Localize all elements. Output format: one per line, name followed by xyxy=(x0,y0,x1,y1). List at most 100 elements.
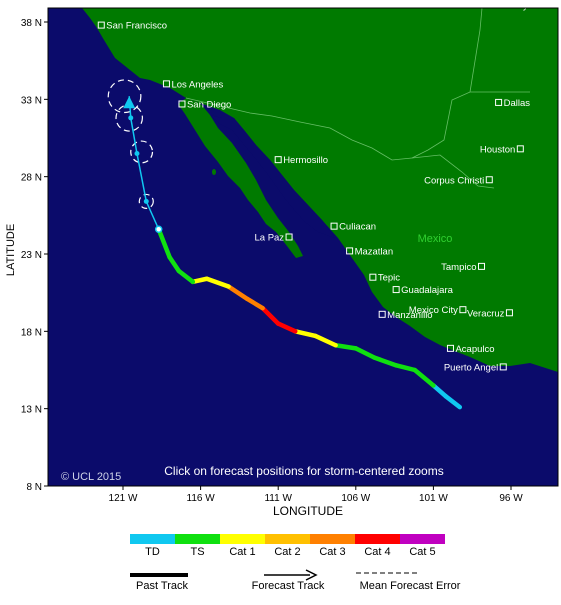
past-track-segment xyxy=(204,276,231,289)
y-tick-label: 33 N xyxy=(21,95,42,106)
city-marker xyxy=(495,98,503,106)
city-marker xyxy=(330,222,338,230)
city-marker xyxy=(346,247,354,255)
city-label: Culiacan xyxy=(339,222,376,233)
y-tick-label: 28 N xyxy=(21,173,42,184)
forecast-arrowhead-icon xyxy=(123,96,136,109)
past-track-segment xyxy=(372,355,399,368)
forecast-position[interactable] xyxy=(128,115,134,121)
category-label: TD xyxy=(145,546,160,558)
city-marker xyxy=(505,309,513,317)
category-label: Cat 1 xyxy=(229,546,255,558)
city-label: Kansas City xyxy=(477,0,528,11)
mainland xyxy=(82,8,558,372)
baja-california xyxy=(178,98,303,258)
past-track-segment xyxy=(443,394,463,410)
category-legend: TD TS Cat 1 Cat 2 Cat 3 Cat 4 Cat 5 xyxy=(130,534,445,558)
city-label: Guadalajara xyxy=(401,285,453,296)
island-tiburon xyxy=(220,149,226,165)
city-label: Veracruz xyxy=(467,308,505,319)
past-track-segment xyxy=(393,363,418,373)
city-label: Mexico City xyxy=(409,305,458,316)
past-track-segment xyxy=(156,227,172,260)
city-label: Puerto Angel xyxy=(444,362,498,373)
city-label: Tampico xyxy=(441,262,476,273)
city-label: Tepic xyxy=(378,273,400,284)
city-label: Los Angeles xyxy=(171,79,223,90)
x-tick-label: 106 W xyxy=(341,493,370,504)
x-tick-label: 111 W xyxy=(264,493,292,504)
city-marker xyxy=(162,80,170,88)
city-marker xyxy=(285,233,293,241)
past-track-segment xyxy=(190,276,210,285)
city-marker xyxy=(274,156,282,164)
past-track-label: Past Track xyxy=(136,580,188,592)
city-label: Hermosillo xyxy=(283,155,328,166)
city-label: Manzanillo xyxy=(387,310,432,321)
city-label: Corpus Christi xyxy=(424,175,484,186)
past-track-segment xyxy=(431,383,449,399)
city-label: Mazatlan xyxy=(355,246,394,257)
category-label: TS xyxy=(190,546,204,558)
past-track-segment xyxy=(275,321,298,334)
past-track-segment xyxy=(167,254,182,274)
category-swatch xyxy=(130,534,175,544)
forecast-track-label: Forecast Track xyxy=(252,580,325,592)
city-marker xyxy=(97,21,105,29)
y-tick-label: 23 N xyxy=(21,250,42,261)
y-tick-label: 8 N xyxy=(26,482,42,493)
city-label: Houston xyxy=(480,144,515,155)
y-axis-label: LATITUDE xyxy=(5,224,17,276)
forecast-error-circle[interactable] xyxy=(130,140,154,164)
past-track-segment xyxy=(333,343,359,351)
city-label: Acapulco xyxy=(455,344,494,355)
mean-error-label: Mean Forecast Error xyxy=(360,580,461,592)
category-swatch xyxy=(220,534,265,544)
x-tick-label: 101 W xyxy=(419,493,448,504)
category-swatch xyxy=(310,534,355,544)
y-axis: 38 N 33 N 28 N 23 N 18 N 13 N 8 N xyxy=(21,18,48,493)
x-tick-label: 116 W xyxy=(187,493,216,504)
past-track-segment xyxy=(260,305,281,326)
category-label: Cat 3 xyxy=(319,546,345,558)
city-label: San Diego xyxy=(187,99,231,110)
x-tick-label: 96 W xyxy=(499,493,523,504)
plot-frame xyxy=(47,7,559,487)
instruction-text: Click on forecast positions for storm-ce… xyxy=(164,464,443,478)
city-marker xyxy=(478,262,486,270)
city-marker xyxy=(529,8,537,9)
forecast-position[interactable] xyxy=(134,150,140,156)
gulf-of-california xyxy=(210,115,335,238)
track-legend: Past Track Forecast Track Mean Forecast … xyxy=(130,569,461,592)
city-marker xyxy=(516,145,524,153)
forecast-error-circle[interactable] xyxy=(138,193,154,209)
city-marker xyxy=(499,363,507,371)
country-label: Mexico xyxy=(418,233,453,245)
city-marker xyxy=(446,344,454,352)
city-marker xyxy=(485,176,493,184)
city-marker xyxy=(178,100,186,108)
past-track-segment xyxy=(244,296,265,311)
forecast-arrow-icon xyxy=(305,569,318,581)
forecast-position[interactable] xyxy=(143,198,149,204)
category-swatch xyxy=(355,534,400,544)
category-label: Cat 5 xyxy=(409,546,435,558)
current-position-marker[interactable] xyxy=(154,225,163,234)
past-track-segment xyxy=(353,346,377,360)
forecast-error-circle[interactable] xyxy=(107,79,142,114)
x-axis: 121 W 116 W 111 W 106 W 101 W 96 W xyxy=(109,486,523,504)
city-marker xyxy=(459,306,467,314)
city-label: San Francisco xyxy=(106,21,167,32)
city-marker xyxy=(392,286,400,294)
category-label: Cat 4 xyxy=(364,546,390,558)
x-tick-label: 121 W xyxy=(109,493,138,504)
category-label: Cat 2 xyxy=(274,546,300,558)
y-tick-label: 38 N xyxy=(21,18,42,29)
borders xyxy=(185,8,530,189)
y-tick-label: 13 N xyxy=(21,405,42,416)
copyright-text: © UCL 2015 xyxy=(61,471,121,483)
x-axis-label: LONGITUDE xyxy=(273,504,343,518)
past-track-segment xyxy=(412,367,436,388)
city-marker xyxy=(378,310,386,318)
